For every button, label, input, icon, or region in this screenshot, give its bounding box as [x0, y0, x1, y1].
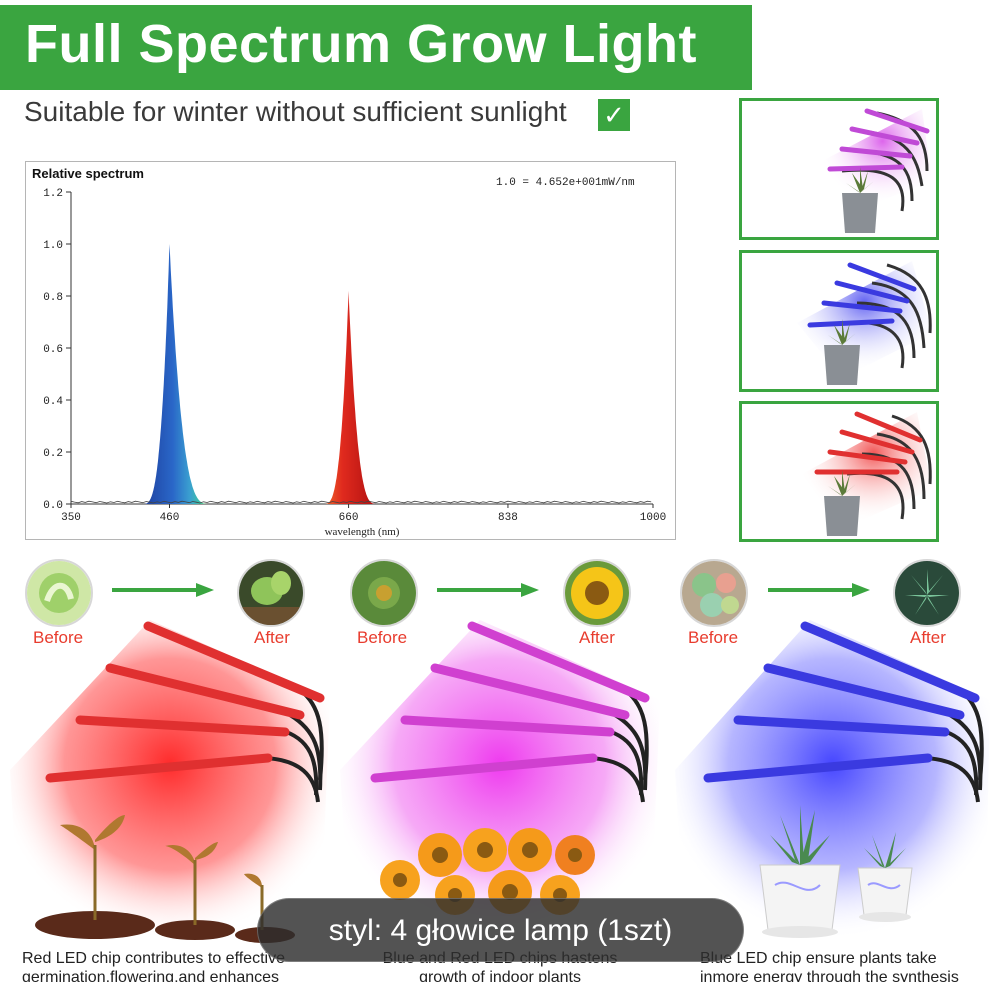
- blue-peak: [142, 244, 210, 504]
- y-tick-label: 0.0: [43, 500, 63, 512]
- baseline-noise: [70, 500, 652, 504]
- before-label: Before: [357, 628, 408, 647]
- flower-bud-icon: [350, 559, 418, 627]
- spectrum-chart: Relative spectrum 1.0 = 4.652e+001mW/nm …: [25, 161, 676, 540]
- arrow-right-icon: [768, 583, 870, 597]
- check-icon: ✓: [598, 99, 630, 131]
- red-lamp-scene: [10, 620, 330, 943]
- y-tick-label: 0.6: [43, 344, 63, 356]
- after-label: After: [579, 628, 615, 647]
- chart-annotation: 1.0 = 4.652e+001mW/nm: [496, 177, 635, 189]
- pot-icon: [824, 345, 860, 385]
- purple-light-scene: [739, 98, 939, 240]
- blue-light-scene: [739, 250, 939, 392]
- x-tick-label: 1000: [640, 512, 666, 524]
- x-axis-label: wavelength (nm): [325, 526, 400, 538]
- style-variant-label: styl: 4 głowice lamp (1szt): [328, 914, 673, 947]
- after-label: After: [910, 628, 946, 647]
- sprout-icon: [237, 559, 305, 627]
- y-tick-label: 0.4: [43, 396, 63, 408]
- sunflower-icon: [563, 559, 631, 627]
- y-tick-label: 0.2: [43, 448, 63, 460]
- caption-blue: Blue LED chip ensure plants take inmore …: [700, 950, 959, 982]
- red-light-scene: [739, 401, 939, 542]
- subtitle: Suitable for winter without sufficient s…: [24, 96, 567, 127]
- arrow-right-icon: [437, 583, 539, 597]
- caption-red: Red LED chip contributes to effective ge…: [22, 950, 285, 982]
- page-title: Full Spectrum Grow Light: [25, 14, 697, 74]
- y-tick-label: 0.8: [43, 292, 63, 304]
- seedling-icon: [25, 559, 93, 627]
- purple-lamp-scene: [340, 620, 660, 940]
- succulent-pot-icon: [759, 805, 841, 938]
- pot-icon: [842, 193, 878, 233]
- pot-icon: [824, 496, 860, 536]
- succulent-icon: [893, 559, 961, 627]
- x-tick-label: 838: [498, 512, 518, 524]
- y-tick-label: 1.2: [43, 188, 63, 200]
- x-tick-label: 660: [339, 512, 359, 524]
- x-tick-label: 350: [61, 512, 81, 524]
- title-banner: Full Spectrum Grow Light: [0, 5, 752, 90]
- x-tick-label: 460: [160, 512, 180, 524]
- succulents-icon: [680, 559, 748, 627]
- succulent-pot-icon: [857, 832, 913, 922]
- before-label: Before: [688, 628, 739, 647]
- y-tick-label: 1.0: [43, 240, 63, 252]
- chart-title: Relative spectrum: [32, 166, 144, 181]
- arrow-right-icon: [112, 583, 214, 597]
- after-label: After: [254, 628, 290, 647]
- blue-lamp-scene: [675, 620, 990, 940]
- red-peak: [323, 290, 378, 504]
- style-variant-badge[interactable]: styl: 4 głowice lamp (1szt): [257, 898, 744, 962]
- before-label: Before: [33, 628, 84, 647]
- lamp-scenes: [0, 610, 1000, 982]
